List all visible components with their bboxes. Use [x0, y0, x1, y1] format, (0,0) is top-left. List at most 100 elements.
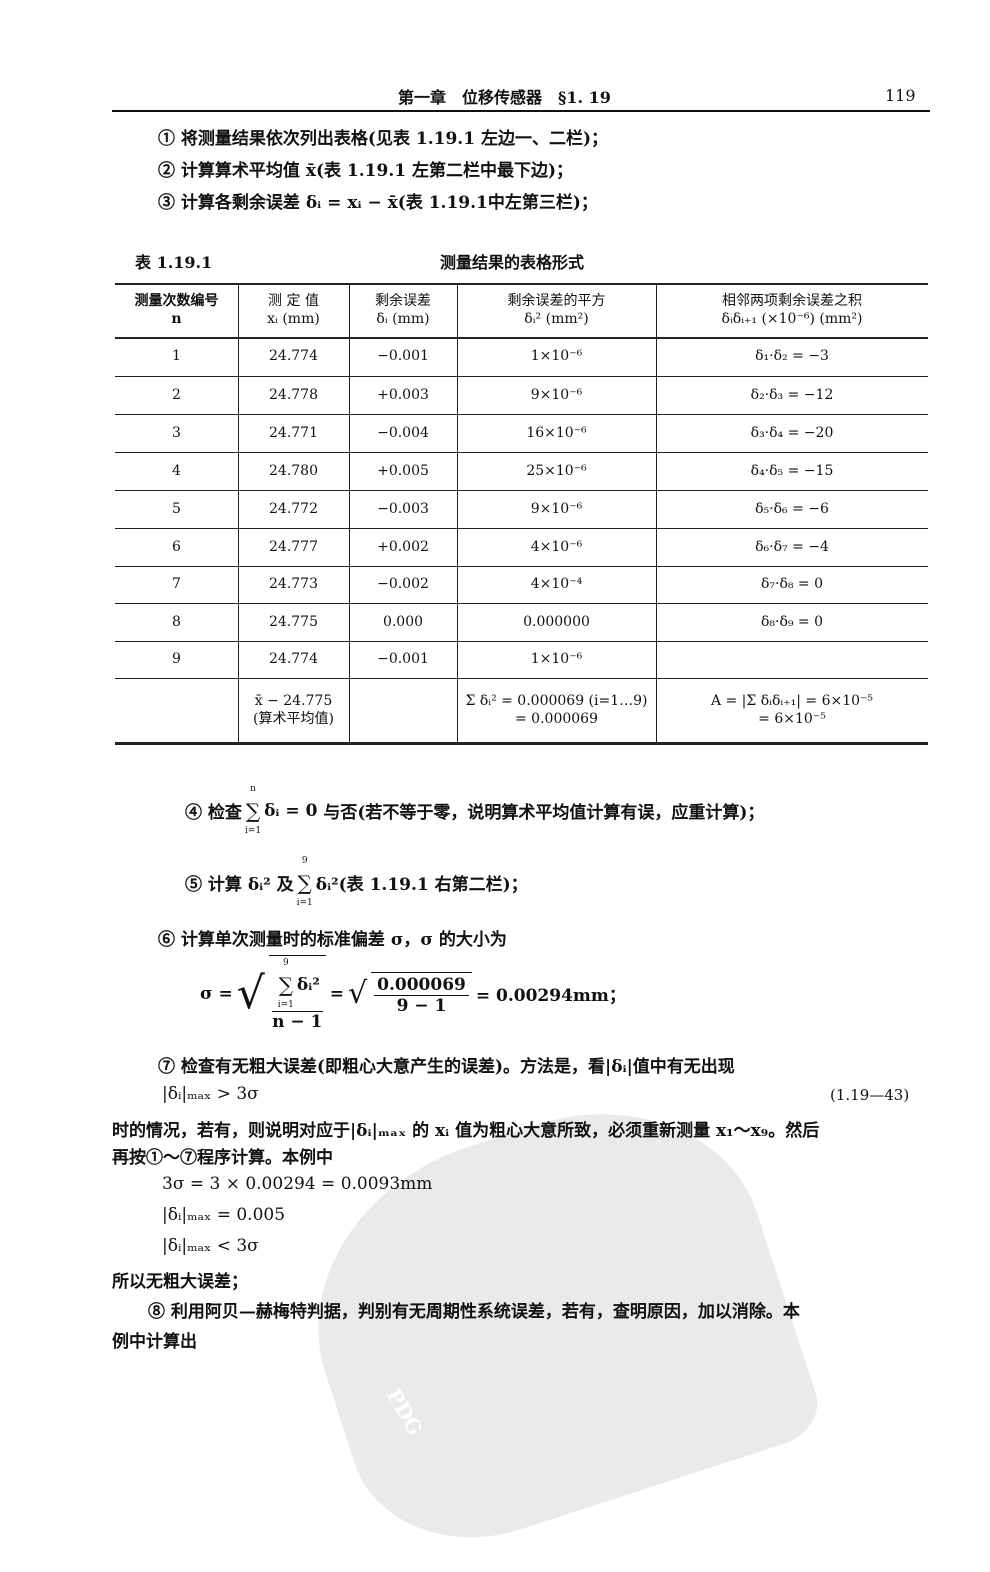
column-divider — [457, 283, 458, 742]
row-divider — [115, 566, 928, 567]
table-cell: 24.775 — [269, 613, 318, 630]
table-cell: 1 — [172, 348, 181, 365]
step-5-prefix: ⑤ 计算 δᵢ² 及 — [185, 875, 294, 896]
a-formula: A = |Σ δᵢδᵢ₊₁| = 6×10⁻⁵ — [710, 692, 874, 709]
table-cell — [656, 641, 928, 678]
a-value-cell: A = |Σ δᵢδᵢ₊₁| = 6×10⁻⁵ = 6×10⁻⁵ — [656, 678, 928, 742]
table-cell: 6 — [172, 538, 181, 555]
calc-line: |δᵢ|ₘₐₓ < 3σ — [162, 1236, 259, 1256]
step-5: ⑤ 计算 δᵢ² 及 9 ∑ i=1 δᵢ²(表 1.19.1 右第二栏)； — [185, 856, 528, 909]
sigma-result: = 0.00294mm； — [475, 986, 626, 1007]
running-header: 第一章 位移传感器 §1. 19 — [398, 88, 611, 107]
frac-denominator: n − 1 — [272, 1012, 323, 1033]
table-cell: 24.772 — [269, 500, 318, 517]
column-divider — [349, 283, 350, 742]
table-cell: 4×10⁻⁶ — [530, 538, 583, 555]
row-divider — [115, 414, 928, 415]
step-5-expr: δᵢ²(表 1.19.1 右第二栏)； — [315, 875, 528, 896]
mean-cell: x̄ − 24.775 (算术平均值) — [238, 678, 349, 742]
row-divider — [115, 452, 928, 453]
sum-upper: n — [250, 784, 256, 794]
table-cell: 3 — [172, 424, 181, 441]
table-cell: 25×10⁻⁶ — [526, 462, 587, 479]
paragraph-line: 时的情况，若有，则说明对应于|δᵢ|ₘₐₓ 的 xᵢ 值为粗心大意所致，必须重新… — [112, 1121, 820, 1141]
page-number: 119 — [885, 86, 916, 105]
table-cell: 9×10⁻⁶ — [530, 500, 583, 517]
table-cell: δ₇·δ₈ = 0 — [760, 576, 824, 593]
table-cell: 24.778 — [269, 386, 318, 403]
table-cell: 7 — [172, 576, 181, 593]
table-cell: +0.003 — [377, 386, 429, 403]
table-cell: δ₆·δ₇ = −4 — [755, 538, 829, 555]
sum-lower: i=1 — [277, 999, 294, 1010]
sigma-formula: σ = √ 9 ∑ i=1 δᵢ² n − 1 = √ 0.000069 9 − 1 = 0… — [200, 955, 626, 1032]
table-header-cell: 测量次数编号 n — [115, 283, 238, 337]
table-header-cell: 测 定 值 xᵢ (mm) — [238, 283, 349, 337]
table-cell: δ₁·δ₂ = −3 — [755, 348, 829, 365]
step-4-prefix: ④ 检查 — [185, 803, 242, 824]
table-cell: 24.771 — [269, 424, 318, 441]
table-cell: δ₃·δ₄ = −20 — [750, 424, 834, 441]
mean: x̄ − 24.775 — [254, 692, 333, 709]
calc-line: |δᵢ|ₘₐₓ = 0.005 — [162, 1205, 286, 1225]
sum-squares-cell: Σ δᵢ² = 0.000069 (i=1…9) = 0.000069 — [457, 678, 656, 742]
equation-1-19-43: |δᵢ|ₘₐₓ > 3σ — [162, 1084, 259, 1104]
row-divider — [115, 641, 928, 642]
table-cell: δ₄·δ₅ = −15 — [750, 462, 834, 479]
table-cell: +0.005 — [377, 462, 429, 479]
sigma-lhs: σ = — [200, 983, 233, 1004]
sum-upper: 9 — [301, 856, 308, 866]
frac-numerator: 0.000069 — [374, 975, 469, 996]
row-divider — [115, 337, 928, 339]
step-4-expr: δᵢ = 0 — [264, 800, 318, 821]
step-6: ⑥ 计算单次测量时的标准偏差 σ，σ 的大小为 — [158, 930, 507, 950]
table-cell: δ₈·δ₉ = 0 — [760, 613, 824, 630]
row-divider — [115, 490, 928, 491]
table-cell: 4×10⁻⁴ — [530, 576, 583, 593]
table-cell: 9×10⁻⁶ — [530, 386, 583, 403]
equation-number: (1.19—43) — [830, 1086, 910, 1104]
calc-line: 3σ = 3 × 0.00294 = 0.0093mm — [162, 1174, 433, 1194]
table-cell: 24.774 — [269, 348, 318, 365]
header-line: δᵢδᵢ₊₁ (×10⁻⁶) (mm²) — [721, 311, 863, 327]
header-line: 相邻两项剩余误差之积 — [722, 292, 862, 309]
step-8: ⑧ 利用阿贝—赫梅特判据，判别有无周期性系统误差，若有，查明原因，加以消除。本 — [148, 1302, 800, 1322]
row-divider — [115, 376, 928, 377]
header-line: δᵢ² (mm²) — [524, 311, 589, 327]
table-cell: 24.774 — [269, 651, 318, 668]
sqrt-1: 9 ∑ i=1 δᵢ² n − 1 — [268, 955, 326, 1033]
header-line: 测 定 值 — [268, 292, 319, 309]
table-cell: +0.002 — [377, 538, 429, 555]
row-divider — [115, 603, 928, 604]
header-rule — [112, 110, 930, 112]
sum-lower: i=1 — [296, 897, 313, 908]
table-cell: 2 — [172, 386, 181, 403]
a-value: = 6×10⁻⁵ — [758, 711, 826, 727]
table-cell: −0.001 — [377, 348, 429, 365]
row-divider — [115, 678, 928, 679]
table-cell: 24.777 — [269, 538, 318, 555]
table-cell: 4 — [172, 462, 181, 479]
table-cell: δ₅·δ₆ = −6 — [755, 500, 829, 517]
header-line: 剩余误差的平方 — [507, 292, 606, 309]
table-cell: 1×10⁻⁶ — [530, 651, 583, 668]
table-cell: 8 — [172, 613, 181, 630]
header-line: n — [171, 311, 182, 327]
table-cell: −0.003 — [377, 500, 429, 517]
table-header-cell: 剩余误差 δᵢ (mm) — [349, 283, 457, 337]
table-cell: 9 — [172, 651, 181, 668]
sqrt-2: 0.000069 9 − 1 — [371, 971, 472, 1016]
step-7: ⑦ 检查有无粗大误差(即粗心大意产生的误差)。方法是，看|δᵢ|值中有无出现 — [158, 1057, 735, 1077]
table-cell: 24.773 — [269, 576, 318, 593]
header-line: δᵢ (mm) — [376, 311, 430, 327]
header-line: xᵢ (mm) — [267, 311, 320, 327]
step-2: ② 计算算术平均值 x̄(表 1.19.1 左第二栏中最下边)； — [158, 161, 574, 181]
table-header-cell: 相邻两项剩余误差之积 δᵢδᵢ₊₁ (×10⁻⁶) (mm²) — [656, 283, 928, 337]
step-4: ④ 检查 n ∑ i=1 δᵢ = 0 与否(若不等于零，说明算术平均值计算有误，应重计… — [185, 784, 764, 837]
mean-note: (算术平均值) — [253, 711, 334, 727]
sum-lower: i=1 — [244, 825, 262, 836]
sum-upper: 9 — [282, 958, 289, 968]
sum-symbol: 9 ∑ i=1 — [296, 856, 313, 908]
table-cell: 5 — [172, 500, 181, 517]
table-cell: 0.000000 — [523, 613, 590, 630]
